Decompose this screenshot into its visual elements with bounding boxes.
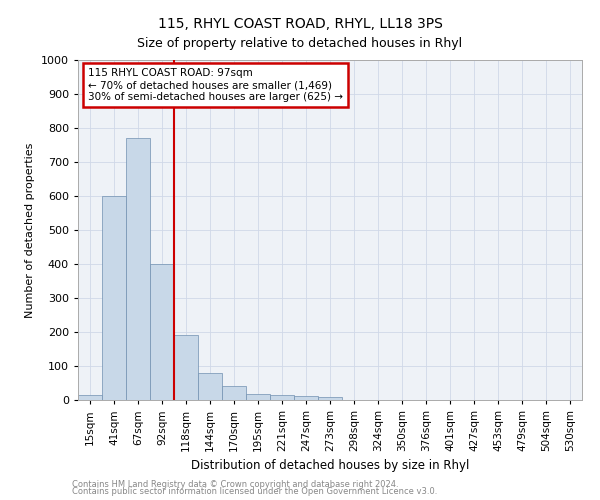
Bar [174,336,198,400]
X-axis label: Distribution of detached houses by size in Rhyl: Distribution of detached houses by size … [191,460,469,472]
Bar [102,196,126,400]
Bar [150,264,174,400]
Text: Size of property relative to detached houses in Rhyl: Size of property relative to detached ho… [137,38,463,51]
Bar [270,395,294,400]
Bar [294,396,318,400]
Text: 115, RHYL COAST ROAD, RHYL, LL18 3PS: 115, RHYL COAST ROAD, RHYL, LL18 3PS [158,18,442,32]
Bar [222,386,246,400]
Text: Contains HM Land Registry data © Crown copyright and database right 2024.: Contains HM Land Registry data © Crown c… [72,480,398,489]
Bar [198,374,222,400]
Text: Contains public sector information licensed under the Open Government Licence v3: Contains public sector information licen… [72,488,437,496]
Bar [318,398,342,400]
Bar [78,395,102,400]
Text: 115 RHYL COAST ROAD: 97sqm
← 70% of detached houses are smaller (1,469)
30% of s: 115 RHYL COAST ROAD: 97sqm ← 70% of deta… [88,68,343,102]
Y-axis label: Number of detached properties: Number of detached properties [25,142,35,318]
Bar [126,138,150,400]
Bar [246,394,270,400]
